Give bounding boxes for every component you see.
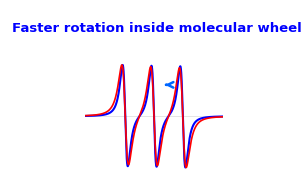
Text: Faster rotation inside molecular wheel: Faster rotation inside molecular wheel bbox=[12, 22, 302, 35]
